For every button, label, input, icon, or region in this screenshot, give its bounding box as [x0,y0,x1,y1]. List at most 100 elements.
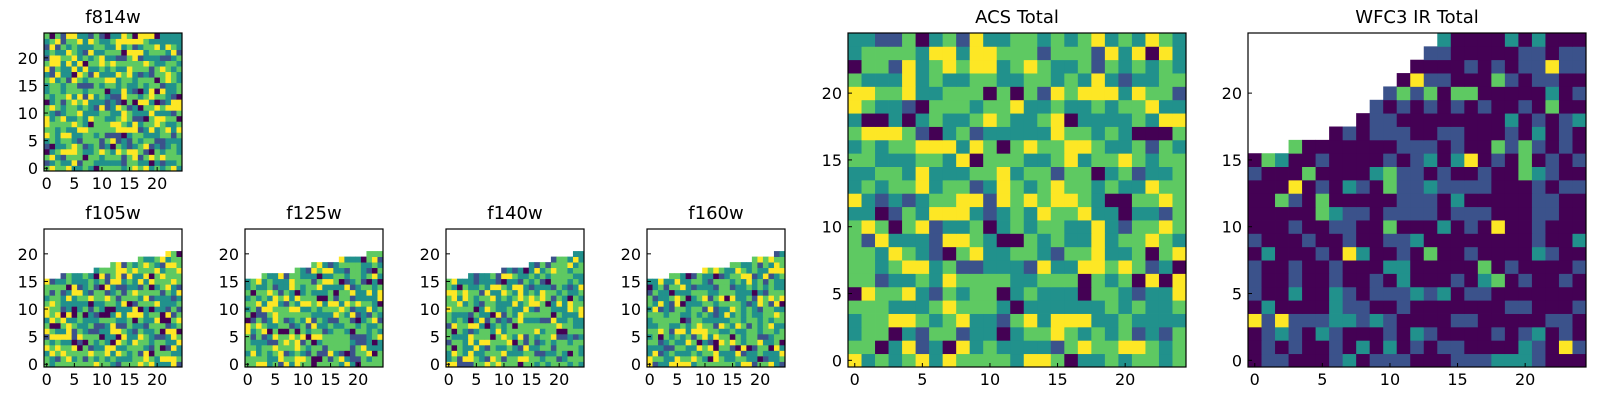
heatmap-cell [1145,126,1160,141]
heatmap-cell [126,66,133,73]
heatmap-cell [1450,99,1465,114]
y-tick-label: 10 [420,300,440,319]
heatmap-cell [996,286,1011,301]
heatmap-cell [1248,246,1262,261]
heatmap-cell [567,267,574,274]
heatmap-cell [762,267,769,274]
heatmap-cell [1050,99,1065,114]
heatmap-cell [495,344,502,351]
heatmap-cell [82,66,89,73]
heatmap-cell [115,66,122,73]
heatmap-cell [294,317,301,324]
heatmap-cell [360,339,367,346]
heatmap-cell [572,300,579,307]
heatmap-cell [517,317,524,324]
heatmap-cell [294,267,301,274]
heatmap-cell [1010,193,1025,208]
heatmap-cell [729,278,736,285]
heatmap-cell [93,278,100,285]
heatmap-cell [316,328,323,335]
heatmap-cell [779,306,786,313]
heatmap-cell [360,322,367,329]
heatmap-cell [1545,206,1560,221]
heatmap-cell [457,339,463,346]
heatmap-cell [1077,139,1092,154]
heatmap-cell [1064,166,1079,181]
heatmap-cell [110,154,117,161]
heatmap-cell [165,344,172,351]
heatmap-cell [556,289,563,296]
heatmap-cell [154,110,161,117]
heatmap-cell [517,284,524,291]
heatmap-cell [1558,46,1573,61]
heatmap-cell [327,355,334,362]
heatmap-cell [176,278,183,285]
heatmap-cell [691,278,698,285]
heatmap-cell [49,306,56,313]
heatmap-cell [1118,206,1133,221]
heatmap-cell [311,322,318,329]
x-tick-label: 15 [1047,370,1067,389]
heatmap-cell [468,339,474,346]
heatmap-cell [132,55,139,61]
heatmap-cell [338,339,345,346]
heatmap-cell [104,300,111,307]
heatmap-cell [1531,86,1546,101]
x-tick-label: 10 [695,370,715,389]
heatmap-cell [674,355,681,362]
heatmap-cell [663,333,670,340]
heatmap-cell [93,121,100,128]
heatmap-cell [735,273,742,280]
heatmap-cell [757,328,764,335]
x-tick-label: 10 [92,370,112,389]
heatmap-cell [333,300,340,307]
heatmap-cell [1091,206,1106,221]
heatmap-cell [99,110,106,117]
heatmap-cell [1131,153,1146,167]
heatmap-cell [484,295,491,302]
heatmap-cell [360,350,367,357]
heatmap-cell [996,153,1011,167]
heatmap-cell [360,328,367,335]
heatmap-cell [176,104,183,111]
heatmap-cell [768,322,775,329]
heatmap-cell [126,284,133,291]
heatmap-cell [170,132,177,139]
heatmap-cell [121,159,128,166]
heatmap-cell [1545,153,1560,167]
heatmap-cell [165,284,172,291]
heatmap-cell [561,289,568,296]
heatmap-cell [71,55,78,61]
heatmap-cell [99,273,106,280]
heatmap-cell [55,350,61,357]
heatmap-cell [1248,313,1262,328]
heatmap-cell [148,273,155,280]
heatmap-cell [1396,220,1411,234]
heatmap-cell [71,82,78,89]
heatmap-cell [735,311,742,318]
heatmap-cell [170,361,177,368]
heatmap-cell [104,154,111,161]
heatmap-cell [762,289,769,296]
heatmap-cell [377,300,384,307]
heatmap-cell [176,300,183,307]
heatmap-cell [159,71,166,78]
heatmap-cell [289,317,296,324]
heatmap-cell [289,350,296,357]
heatmap-cell [1037,286,1052,301]
heatmap-cell [1037,166,1052,181]
heatmap-cell [82,333,89,340]
heatmap-cell [1104,166,1119,181]
heatmap-cell [333,322,340,329]
heatmap-cell [724,311,731,318]
heatmap-cell [1410,326,1425,341]
heatmap-cell [71,104,78,111]
heatmap-cell [848,59,862,74]
heatmap-cell [154,99,161,106]
heatmap-cell [104,88,111,95]
heatmap-cell [311,289,318,296]
heatmap-cell [88,104,95,111]
heatmap-cell [327,328,334,335]
heatmap-cell [338,306,345,313]
heatmap-cell [44,284,50,291]
